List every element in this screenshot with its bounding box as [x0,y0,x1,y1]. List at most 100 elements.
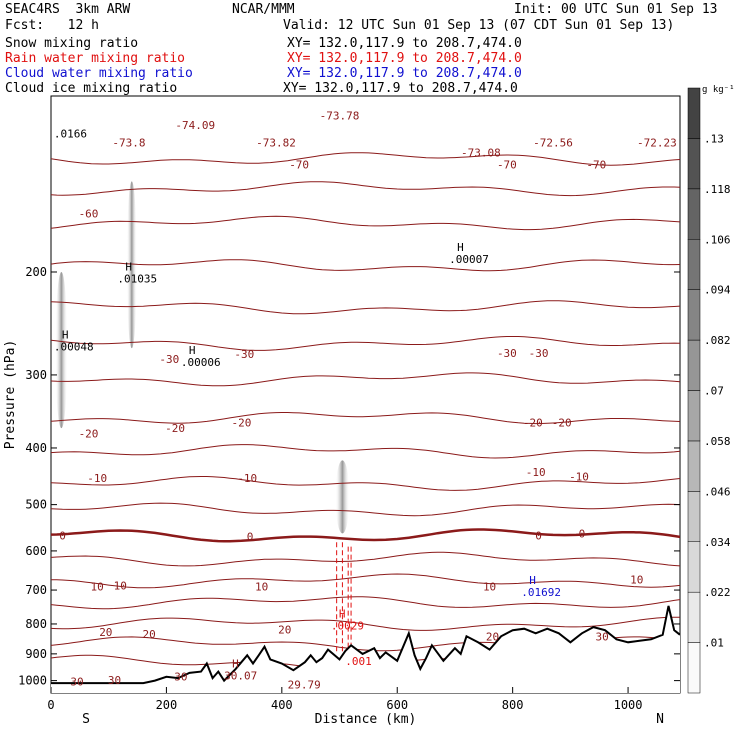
contour-label: -72.23 [637,136,677,149]
extremum-value: .0166 [54,128,87,141]
center-name: NCAR/MMM [232,2,295,17]
contour-label: -10 [87,472,107,485]
x-tick-label: 1000 [614,698,643,712]
contour-label: -20 [552,417,572,430]
colorbar-unit: g kg⁻¹ [702,85,735,95]
field-xy-snow: XY= 132.0,117.9 to 208.7,474.0 [287,36,522,51]
contour-label: 0 [535,530,542,543]
extremum-value: .001 [345,655,372,668]
temperature-contour [51,528,680,543]
colorbar-label: .094 [704,284,731,297]
x-tick-label: 200 [156,698,178,712]
temperature-contour [51,573,680,589]
terrain-fill [51,605,680,693]
extremum-value: .00048 [54,340,94,353]
y-tick-label: 900 [25,647,47,661]
contour-label: -72.56 [533,136,573,149]
colorbar-label: .022 [704,586,731,599]
contour-label: -30 [159,353,179,366]
y-tick-label: 1000 [18,674,47,688]
contour-label: 10 [114,580,127,593]
contour-label: 10 [91,580,104,593]
mixing-ratio-shading [55,271,68,429]
contour-label: 30 [595,630,608,643]
field-xy-cloud-water: XY= 132.0,117.9 to 208.7,474.0 [287,66,522,81]
field-label-snow: Snow mixing ratio [5,36,139,51]
contour-label: 0 [247,531,254,544]
mixing-ratio-shading [335,460,350,534]
y-axis-title: Pressure (hPa) [3,340,18,450]
contour-label: 20 [99,626,112,639]
colorbar-label: .058 [704,435,731,448]
temperature-contour [51,502,680,517]
contour-label: 10 [630,574,643,587]
temperature-contour [51,616,680,631]
temperature-contour [51,336,680,351]
contour-label: 10 [483,580,496,593]
colorbar-swatch [687,239,701,290]
extremum-marker: H [457,241,464,254]
x-tick-label: 0 [47,698,54,712]
field-xy-cloud-ice: XY= 132.0,117.9 to 208.7,474.0 [283,81,518,96]
colorbar-swatch [687,390,701,442]
forecast-hour: Fcst: 12 h [5,18,99,33]
temperature-contour [51,152,680,166]
contour-label: -10 [569,471,589,484]
temperature-contour [51,372,680,387]
colorbar-label: .07 [704,385,724,398]
contour-label: -60 [79,208,99,221]
contour-label: 30 [174,670,187,683]
temperature-contour [51,596,680,610]
contour-label: 0 [579,527,586,540]
y-tick-label: 700 [25,583,47,597]
extremum-value: .01692 [521,586,561,599]
init-time: Init: 00 UTC Sun 01 Sep 13 [514,2,718,17]
temperature-contour [51,300,680,315]
extremum-marker: H [529,574,536,587]
contour-label: -30 [234,348,254,361]
field-label-rain: Rain water mixing ratio [5,51,186,66]
y-tick-label: 200 [25,265,47,279]
contour-label: -74.09 [175,119,215,132]
field-label-cloud-water: Cloud water mixing ratio [5,66,193,81]
colorbar-swatch [687,440,701,492]
colorbar-swatch [687,289,701,341]
x-tick-label: 600 [386,698,408,712]
contour-label: 0 [59,530,66,543]
contour-label: -30 [497,347,517,360]
colorbar-swatch [687,591,701,643]
extremum-marker: H [232,657,239,670]
extremum-marker: H [62,328,69,341]
colorbar-swatch [687,87,701,139]
temperature-contour [51,215,680,231]
temperature-contour [51,181,680,197]
contour-label: -73.08 [461,147,501,160]
x-tick-label: 400 [271,698,293,712]
colorbar-label: .13 [704,132,724,145]
field-xy-rain: XY= 132.0,117.9 to 208.7,474.0 [287,51,522,66]
extremum-marker: H [189,344,196,357]
extremum-marker: H [339,608,346,621]
extremum-value: 30.07 [224,669,257,682]
temperature-contour [51,476,680,491]
extremum-value: .01035 [117,272,157,285]
x-tick-label: 800 [502,698,524,712]
extremum-value: .00006 [181,356,221,369]
contour-label: -10 [237,472,257,485]
terrain-line [51,605,680,685]
contour-label: -73.82 [256,136,296,149]
colorbar-swatch [687,541,701,593]
contour-label: 10 [255,580,268,593]
contour-label: -20 [79,428,99,441]
contour-label: -20 [523,417,543,430]
contour-label: -10 [526,466,546,479]
colorbar-label: .01 [704,637,724,650]
temperature-contour [51,412,680,425]
colorbar-swatch [687,491,701,543]
model-name: SEAC4RS 3km ARW [5,2,131,17]
colorbar-label: .082 [704,334,731,347]
contour-label: -70 [586,159,606,172]
extremum-marker: H [125,260,132,273]
contour-label: -20 [165,422,185,435]
